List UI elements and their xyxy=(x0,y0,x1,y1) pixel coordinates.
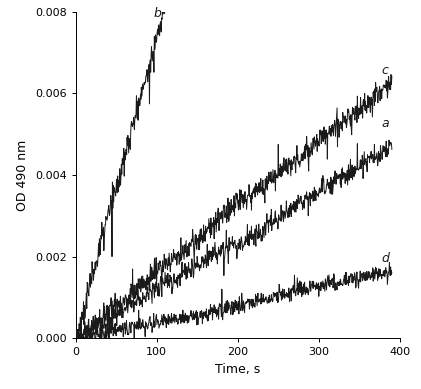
Text: a: a xyxy=(381,117,389,130)
Text: b: b xyxy=(154,7,162,20)
X-axis label: Time, s: Time, s xyxy=(215,363,261,376)
Text: d: d xyxy=(381,252,389,265)
Y-axis label: OD 490 nm: OD 490 nm xyxy=(16,139,29,211)
Text: c: c xyxy=(381,64,388,77)
